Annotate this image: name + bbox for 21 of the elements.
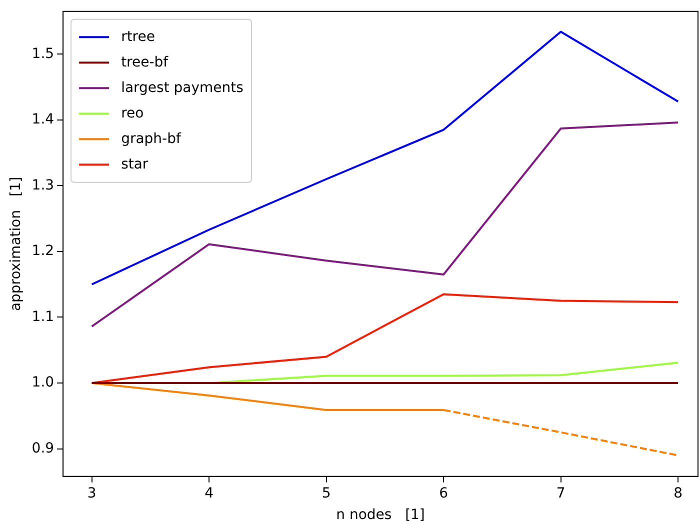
y-tick-label: 1.1 [32,308,54,325]
y-tick-label: 1.0 [32,374,54,391]
y-tick-label: 1.3 [32,177,54,194]
legend-label: reo [121,105,144,122]
x-tick-label: 5 [322,485,331,502]
x-tick-label: 4 [204,485,214,502]
y-tick-label: 1.2 [32,243,54,260]
x-tick-label: 8 [674,485,683,502]
x-tick-label: 6 [439,485,448,502]
x-axis-title: n nodes [1] [336,507,425,524]
legend-label: tree-bf [121,54,170,70]
legend-label: largest payments [121,80,244,96]
y-tick-label: 1.5 [32,46,54,62]
y-axis-title: approximation [1] [8,176,24,312]
x-tick-label: 7 [556,485,566,502]
y-tick-label: 0.9 [32,440,54,456]
legend-label: rtree [121,28,155,45]
x-tick-label: 3 [87,485,96,502]
y-tick-label: 1.4 [32,112,54,128]
legend-label: star [121,156,148,172]
legend-label: graph-bf [121,130,182,147]
